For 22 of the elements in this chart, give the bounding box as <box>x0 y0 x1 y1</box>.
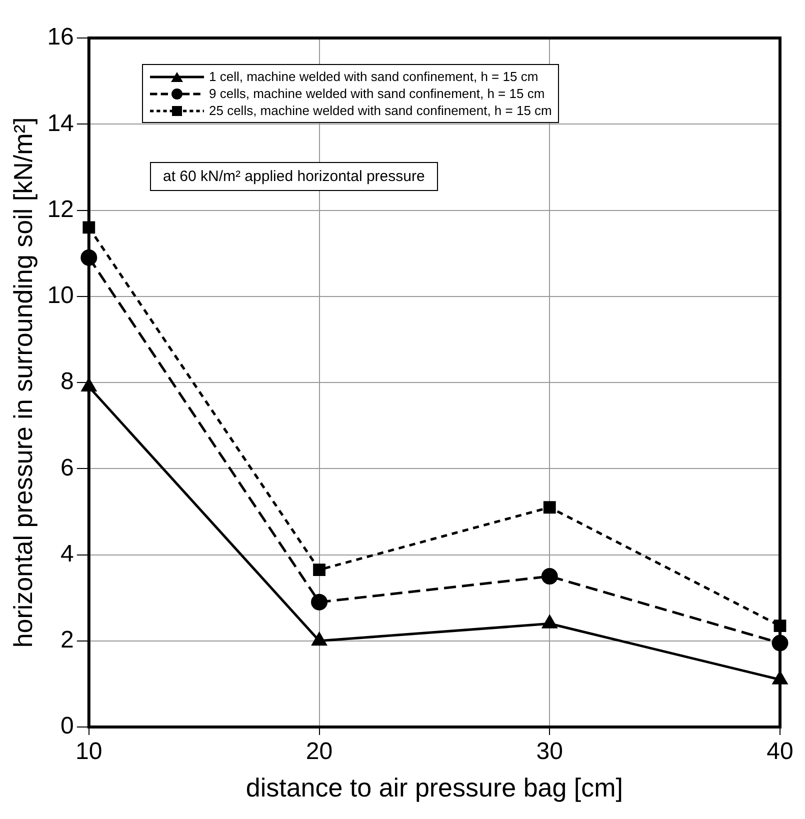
point <box>311 594 328 610</box>
y-tick-label: 10 <box>47 282 74 309</box>
x-tick-label: 30 <box>536 738 563 766</box>
y-tick-label: 8 <box>60 368 74 396</box>
y-tick-label: 12 <box>47 196 74 223</box>
y-tick-label: 6 <box>60 454 74 482</box>
y-tick-label: 0 <box>60 712 74 740</box>
y-tick-label: 16 <box>47 24 74 51</box>
legend-label: 9 cells, machine welded with sand confinement, h = 15 cm <box>209 85 545 102</box>
point <box>313 564 326 576</box>
y-tick-label: 2 <box>60 626 74 654</box>
legend-label: 1 cell, machine welded with sand confinement, h = 15 cm <box>209 68 538 85</box>
legend-label: 25 cells, machine welded with sand confinement, h = 15 cm <box>209 102 552 119</box>
y-axis-title: horizontal pressure in surrounding soil [kN/m²] <box>8 117 38 648</box>
annotation: at 60 kN/m² applied horizontal pressure <box>150 162 438 191</box>
point <box>543 501 556 514</box>
x-axis-title: distance to air pressure bag [cm] <box>246 772 624 803</box>
x-tick-label: 20 <box>306 738 333 766</box>
point <box>541 568 558 585</box>
y-tick-label: 14 <box>47 110 74 137</box>
x-tick-label: 40 <box>766 738 794 766</box>
y-tick-label: 4 <box>60 540 74 568</box>
